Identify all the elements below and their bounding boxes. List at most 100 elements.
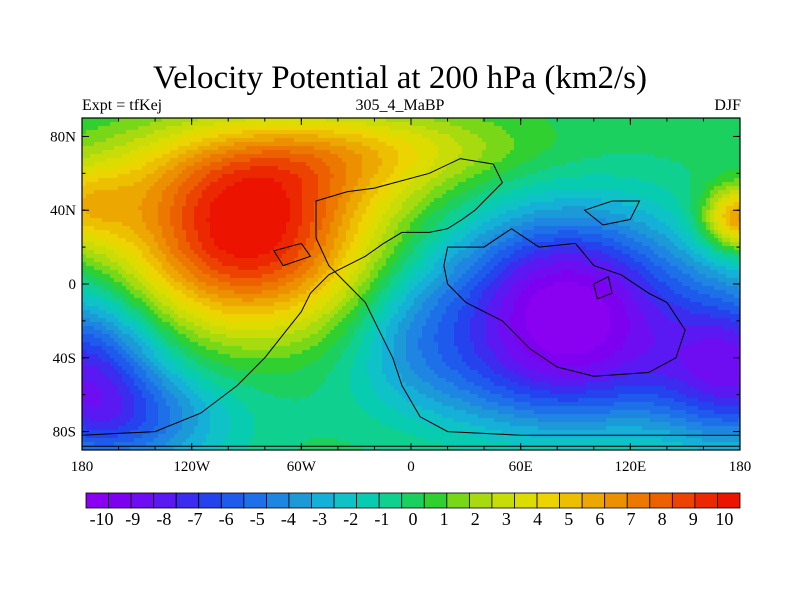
field-cell	[738, 150, 740, 155]
field-cell	[674, 198, 679, 203]
field-cell	[446, 206, 451, 211]
field-cell	[250, 198, 255, 203]
field-cell	[534, 186, 539, 191]
field-cell	[442, 202, 447, 207]
field-cell	[218, 170, 223, 175]
field-cell	[534, 222, 539, 227]
field-cell	[462, 182, 467, 187]
field-cell	[506, 182, 511, 187]
field-cell	[514, 174, 519, 179]
field-cell	[458, 210, 463, 215]
field-cell	[490, 154, 495, 159]
field-cell	[530, 170, 535, 175]
field-cell	[258, 126, 263, 131]
field-cell	[686, 170, 691, 175]
field-cell	[302, 162, 307, 167]
field-cell	[594, 122, 599, 127]
field-cell	[650, 138, 655, 143]
field-cell	[602, 210, 607, 215]
field-cell	[370, 162, 375, 167]
field-cell	[202, 174, 207, 179]
field-cell	[634, 190, 639, 195]
field-cell	[342, 146, 347, 151]
field-cell	[254, 178, 259, 183]
field-cell	[210, 158, 215, 163]
field-cell	[498, 194, 503, 199]
field-cell	[210, 174, 215, 179]
field-cell	[278, 166, 283, 171]
field-cell	[274, 202, 279, 207]
field-cell	[326, 170, 331, 175]
field-cell	[622, 202, 627, 207]
field-cell	[314, 190, 319, 195]
field-cell	[326, 154, 331, 159]
field-cell	[222, 138, 227, 143]
field-cell	[502, 150, 507, 155]
field-cell	[670, 222, 675, 227]
field-cell	[278, 130, 283, 135]
field-cell	[198, 194, 203, 199]
field-cell	[158, 194, 163, 199]
field-cell	[658, 138, 663, 143]
field-cell	[530, 210, 535, 215]
field-cell	[442, 146, 447, 151]
field-cell	[182, 230, 187, 235]
field-cell	[126, 182, 131, 187]
field-cell	[598, 174, 603, 179]
field-cell	[362, 186, 367, 191]
field-cell	[246, 222, 251, 227]
field-cell	[174, 122, 179, 127]
field-cell	[86, 158, 91, 163]
field-cell	[522, 218, 527, 223]
field-cell	[590, 210, 595, 215]
field-cell	[430, 190, 435, 195]
field-cell	[206, 210, 211, 215]
field-cell	[398, 226, 403, 231]
field-cell	[618, 142, 623, 147]
field-cell	[490, 170, 495, 175]
field-cell	[522, 134, 527, 139]
field-cell	[226, 130, 231, 135]
field-cell	[702, 222, 707, 227]
field-cell	[682, 154, 687, 159]
field-cell	[190, 146, 195, 151]
field-cell	[110, 162, 115, 167]
field-cell	[690, 218, 695, 223]
field-cell	[638, 150, 643, 155]
field-cell	[422, 118, 427, 123]
field-cell	[258, 166, 263, 171]
field-cell	[478, 166, 483, 171]
field-cell	[306, 170, 311, 175]
field-cell	[726, 150, 731, 155]
field-cell	[342, 170, 347, 175]
field-cell	[322, 154, 327, 159]
field-cell	[378, 118, 383, 123]
field-cell	[330, 182, 335, 187]
field-cell	[586, 182, 591, 187]
field-cell	[370, 190, 375, 195]
field-cell	[698, 142, 703, 147]
field-cell	[666, 214, 671, 219]
field-cell	[154, 126, 159, 131]
field-cell	[550, 154, 555, 159]
field-cell	[574, 162, 579, 167]
field-cell	[314, 150, 319, 155]
field-cell	[734, 130, 739, 135]
field-cell	[422, 194, 427, 199]
field-cell	[378, 154, 383, 159]
field-cell	[426, 234, 431, 239]
field-cell	[714, 146, 719, 151]
field-cell	[510, 210, 515, 215]
field-cell	[570, 154, 575, 159]
field-cell	[194, 186, 199, 191]
field-cell	[554, 214, 559, 219]
field-cell	[150, 218, 155, 223]
field-cell	[170, 142, 175, 147]
field-cell	[126, 150, 131, 155]
field-cell	[138, 162, 143, 167]
field-cell	[606, 130, 611, 135]
field-cell	[98, 234, 103, 239]
field-cell	[126, 178, 131, 183]
field-cell	[550, 202, 555, 207]
field-cell	[190, 190, 195, 195]
